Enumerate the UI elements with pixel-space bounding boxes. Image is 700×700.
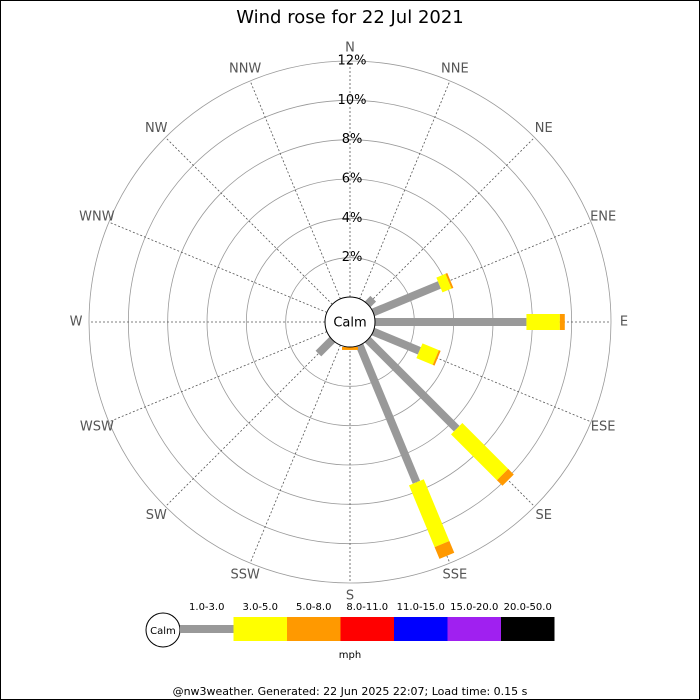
bar-segment	[342, 347, 358, 350]
r-tick-label: 12%	[338, 54, 367, 69]
spoke	[367, 137, 535, 305]
bar-segment	[371, 281, 441, 317]
legend-swatch	[340, 617, 394, 641]
calm-label: Calm	[333, 316, 366, 331]
direction-label: WNW	[79, 210, 115, 225]
direction-label: SSE	[442, 568, 467, 583]
direction-label: ESE	[591, 419, 616, 434]
direction-label: E	[620, 315, 628, 330]
legend-label: 11.0-15.0	[397, 602, 445, 613]
direction-label: W	[70, 315, 83, 330]
sector	[315, 336, 336, 357]
sector	[364, 336, 514, 486]
spoke	[372, 221, 592, 313]
bar-segment	[451, 423, 509, 481]
legend-label: 3.0-5.0	[243, 602, 278, 613]
legend-swatch	[447, 617, 501, 641]
direction-label: NE	[535, 121, 553, 136]
sector	[371, 327, 441, 366]
direction-label: NNE	[441, 61, 469, 76]
legend-label: 20.0-50.0	[504, 602, 552, 613]
unit-label: mph	[339, 650, 361, 661]
legend-label: 5.0-8.0	[296, 602, 331, 613]
legend-swatch	[180, 625, 235, 633]
legend-label: 1.0-3.0	[189, 602, 224, 613]
legend-label: 15.0-20.0	[450, 602, 498, 613]
legend-calm-label: Calm	[150, 626, 176, 637]
bar-segment	[445, 273, 454, 289]
direction-label: SW	[146, 508, 167, 523]
spoke	[359, 80, 451, 300]
spoke	[108, 221, 328, 313]
r-tick-label: 10%	[338, 93, 367, 108]
legend-swatch	[233, 617, 287, 641]
bar-segment	[364, 295, 377, 308]
bar-segment	[355, 343, 421, 484]
chart-title: Wind rose for 22 Jul 2021	[236, 7, 464, 28]
direction-label: SSW	[230, 568, 260, 583]
bar-segment	[432, 350, 441, 366]
sector	[342, 347, 358, 350]
bar-segment	[559, 314, 565, 330]
direction-label: NNW	[229, 61, 261, 76]
direction-label: N	[345, 41, 355, 56]
direction-label: WSW	[80, 419, 114, 434]
sector	[355, 343, 455, 559]
sector	[371, 273, 454, 317]
r-tick-label: 8%	[342, 132, 363, 147]
r-tick-label: 6%	[342, 172, 363, 187]
bar-segment	[371, 327, 421, 355]
bar-segment	[496, 468, 514, 486]
bar-segment	[436, 273, 452, 293]
sector	[364, 295, 377, 308]
bar-segment	[526, 314, 560, 330]
bar-segment	[364, 336, 460, 432]
spoke	[372, 331, 592, 423]
bar-segment	[434, 540, 455, 559]
r-tick-label: 4%	[342, 211, 363, 226]
bar-segment	[315, 336, 336, 357]
spoke	[165, 339, 333, 507]
direction-label: S	[346, 589, 354, 604]
direction-label: NW	[145, 121, 168, 136]
bar-segment	[408, 479, 450, 548]
bar-segment	[416, 343, 439, 365]
bar-segment	[375, 318, 527, 326]
footer: @nw3weather. Generated: 22 Jun 2025 22:0…	[173, 685, 528, 698]
legend-swatch	[501, 617, 555, 641]
grid-ring	[88, 60, 612, 584]
legend-swatch	[394, 617, 448, 641]
direction-label: ENE	[590, 210, 616, 225]
sector	[375, 314, 565, 330]
legend-swatch	[287, 617, 341, 641]
direction-label: SE	[536, 508, 552, 523]
calm-circle	[324, 296, 376, 348]
spoke	[165, 137, 333, 305]
spoke	[249, 344, 341, 564]
spoke	[108, 331, 328, 423]
r-tick-label: 2%	[342, 250, 363, 265]
legend-label: 8.0-11.0	[346, 602, 388, 613]
spoke	[249, 80, 341, 300]
